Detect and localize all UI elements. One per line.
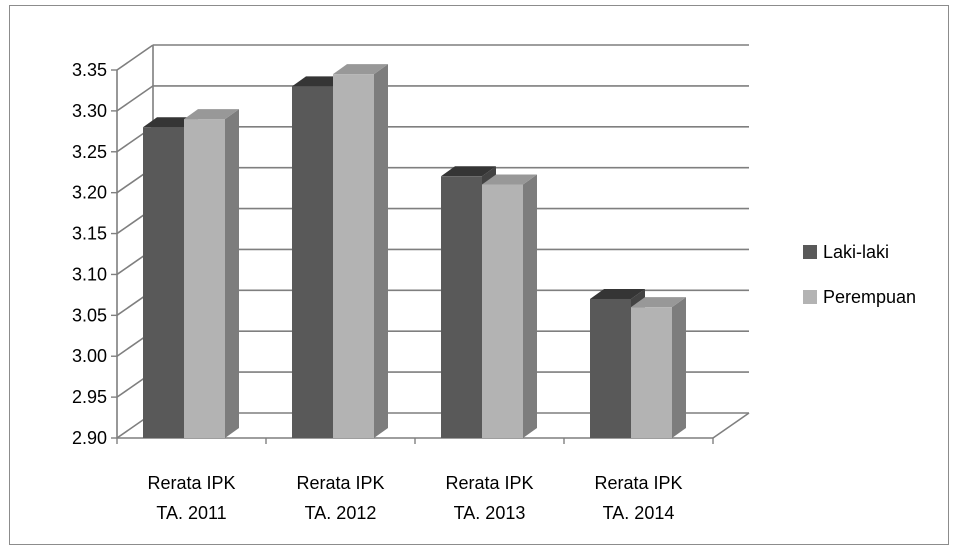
x-category-label: Rerata IPK <box>147 473 235 493</box>
bar-front-face <box>333 74 374 438</box>
bar-top-face <box>333 64 388 75</box>
bar-top-face <box>184 109 239 120</box>
bar-top-face <box>631 297 686 308</box>
y-tick-label: 3.25 <box>72 142 107 162</box>
y-tick-label: 3.30 <box>72 101 107 121</box>
x-category-label: TA. 2012 <box>305 503 377 523</box>
y-tick-label: 3.10 <box>72 264 107 284</box>
y-tick-label: 3.00 <box>72 346 107 366</box>
gridline-side <box>116 44 154 71</box>
bar-side-face <box>523 174 537 438</box>
x-category-label: TA. 2013 <box>454 503 526 523</box>
bar-perempuan-3 <box>482 174 537 438</box>
bars <box>143 64 686 439</box>
bar-top-face <box>590 288 645 299</box>
x-category-label: Rerata IPK <box>445 473 533 493</box>
bar-front-face <box>184 119 225 439</box>
bar-front-face <box>631 307 672 438</box>
bar-front-face <box>482 184 523 438</box>
y-tick-label: 2.95 <box>72 387 107 407</box>
bar-top-face <box>441 166 496 177</box>
y-tick-label: 3.05 <box>72 305 107 325</box>
x-category-label: Rerata IPK <box>296 473 384 493</box>
x-category-label: TA. 2011 <box>156 503 226 523</box>
y-tick-label: 3.35 <box>72 60 107 80</box>
bar-front-face <box>292 86 333 438</box>
bar-perempuan-2 <box>333 64 388 438</box>
gridline-side <box>116 85 154 112</box>
y-tick-label: 2.90 <box>72 428 107 448</box>
y-tick-label: 3.20 <box>72 183 107 203</box>
bar-front-face <box>441 176 482 439</box>
y-tick-label: 3.15 <box>72 224 107 244</box>
bar-side-face <box>225 109 239 439</box>
legend-swatch <box>803 245 817 259</box>
x-category-label: TA. 2014 <box>603 503 675 523</box>
bar-front-face <box>590 298 631 438</box>
legend-swatch <box>803 290 817 304</box>
x-category-label: Rerata IPK <box>594 473 682 493</box>
legend-label: Laki-laki <box>823 242 889 262</box>
bar-top-face <box>482 174 537 185</box>
bar-side-face <box>374 64 388 438</box>
bar-side-face <box>672 297 686 438</box>
floor-edge <box>712 412 750 439</box>
legend-label: Perempuan <box>823 287 916 307</box>
bar-perempuan-1 <box>184 109 239 439</box>
bar-perempuan-4 <box>631 297 686 438</box>
bar-front-face <box>143 127 184 438</box>
legend: Laki-laki Perempuan <box>803 242 916 307</box>
